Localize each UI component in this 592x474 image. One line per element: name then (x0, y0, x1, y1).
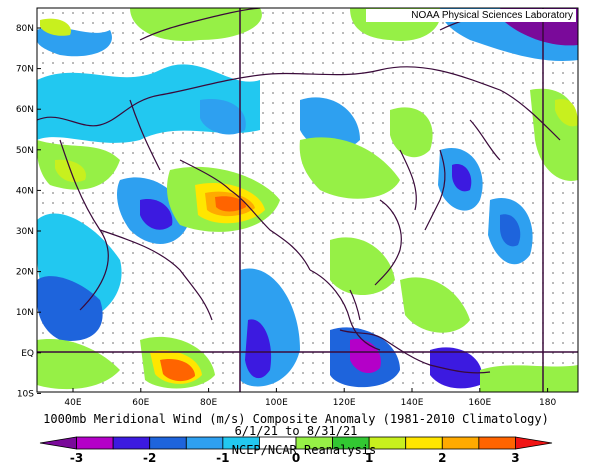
latitude-label: EQ (21, 349, 34, 359)
latitude-label: 70N (16, 65, 34, 75)
anomaly-region (452, 164, 472, 192)
map-title: 1000mb Meridional Wind (m/s) Composite A… (43, 412, 549, 426)
longitude-label: 60E (132, 398, 149, 408)
anomaly-region (160, 359, 195, 382)
latitude-labels: 80N 70N 60N 50N 40N 30N 20N 10N EQ 10S (16, 24, 41, 399)
colorbar-label: 3 (511, 451, 520, 465)
anomaly-region (200, 99, 246, 135)
colorbar-label: -3 (69, 451, 84, 465)
colorbar-label: -2 (143, 451, 157, 465)
latitude-label: 60N (16, 105, 34, 115)
latitude-label: 10N (16, 308, 34, 318)
region-box (37, 8, 578, 392)
longitude-label: 120E (333, 398, 356, 408)
colorbar-label: -1 (216, 451, 230, 465)
coastline (374, 199, 402, 286)
colorbar-label: 1 (364, 451, 374, 465)
anomaly-region (40, 18, 71, 36)
colorbar-label: 2 (438, 451, 447, 465)
anomaly-region (430, 347, 482, 389)
coastline (179, 159, 311, 271)
credit-label: NOAA Physical Sciences Laboratory (366, 9, 576, 22)
map-date-range: 6/1/21 to 8/31/21 (234, 424, 358, 438)
longitude-label: 140E (401, 398, 424, 408)
anomaly-region (500, 214, 521, 247)
latitude-label: 30N (16, 227, 34, 237)
anomaly-region (140, 199, 173, 230)
longitude-label: 100E (265, 398, 288, 408)
anomaly-region (130, 8, 262, 41)
coastline (399, 149, 417, 211)
latitude-label: 80N (16, 24, 34, 34)
coastline (129, 99, 161, 171)
coastline (37, 66, 561, 141)
anomaly-field (37, 8, 578, 392)
longitude-label: 40E (64, 398, 81, 408)
coastline (99, 229, 213, 321)
coastline (424, 149, 446, 231)
coastlines (37, 8, 561, 374)
coastline (309, 269, 381, 351)
colorbar-swatch (515, 436, 553, 450)
plot-frame (36, 7, 579, 393)
longitude-label: 180 (539, 398, 556, 408)
anomaly-region (215, 196, 246, 212)
latitude-label: 20N (16, 268, 34, 278)
latitude-label: 50N (16, 146, 34, 156)
anomaly-region (555, 99, 578, 127)
coastline (139, 8, 261, 41)
colorbar-label: 0 (291, 451, 301, 465)
coastline (339, 329, 491, 374)
latitude-label: 40N (16, 186, 34, 196)
coastline (349, 289, 361, 321)
coastline (469, 119, 501, 161)
anomaly-region (300, 97, 360, 151)
anomaly-region (37, 276, 103, 341)
longitude-label: 160E (468, 398, 491, 408)
longitude-labels: 40E 60E 80E 100E 120E 140E 160E 180 (64, 388, 556, 408)
anomaly-region (480, 365, 578, 392)
colorbar (39, 436, 553, 450)
anomaly-region (400, 277, 470, 333)
latitude-label: 10S (17, 389, 34, 399)
longitude-label: 80E (200, 398, 217, 408)
anomaly-region (299, 137, 400, 199)
map-source: NCEP/NCAR Reanalysis (231, 443, 377, 457)
anomaly-region (245, 319, 272, 379)
anomaly-region (390, 107, 433, 158)
